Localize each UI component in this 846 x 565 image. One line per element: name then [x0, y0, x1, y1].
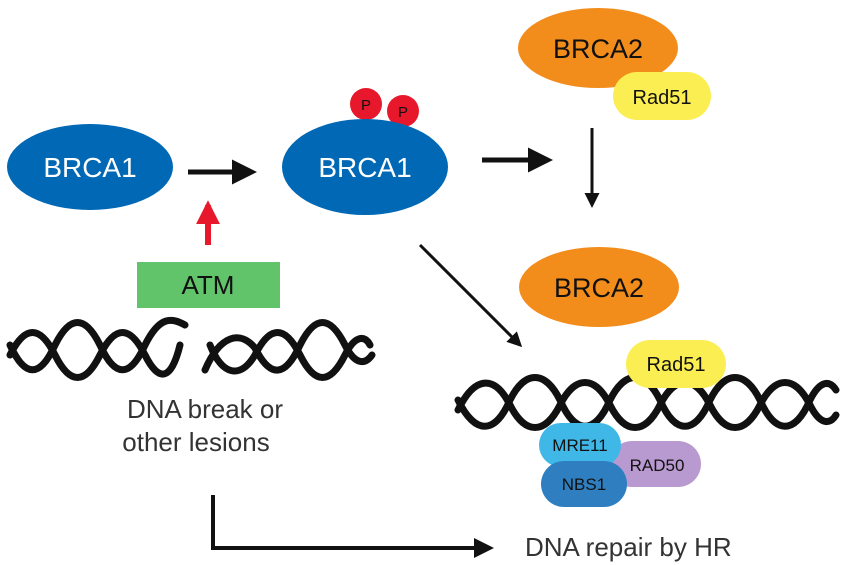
arrow-brca1-to-dna [418, 243, 523, 348]
brca1-node: BRCA1 [7, 124, 173, 210]
rad51-bottom-label: Rad51 [647, 354, 706, 376]
phospho-label-1: P [361, 97, 371, 114]
pathway-arrows [188, 128, 600, 558]
brca2-bottom-node: BRCA2 [519, 247, 679, 327]
rad51-bottom-node: Rad51 [626, 340, 726, 388]
brca2-top-label: BRCA2 [553, 34, 643, 64]
lesion-caption-line2: other lesions [122, 427, 269, 457]
brca1-label: BRCA1 [43, 152, 136, 183]
mre11-label: MRE11 [552, 436, 607, 455]
mrn-complex: RAD50 MRE11 NBS1 [539, 423, 701, 507]
arrow-dna-repair [211, 495, 494, 558]
brca1-phospho-label: BRCA1 [318, 152, 411, 183]
phospho-label-2: P [398, 104, 408, 121]
rad50-label: RAD50 [630, 456, 685, 475]
repair-dna [454, 374, 840, 431]
lesion-caption: DNA break or other lesions [122, 394, 283, 457]
nbs1-label: NBS1 [562, 475, 606, 494]
repair-caption: DNA repair by HR [525, 532, 732, 562]
lesion-caption-line1: DNA break or [127, 394, 283, 424]
phospho-brca1-node: P P BRCA1 [282, 88, 448, 215]
rad51-top-label: Rad51 [633, 87, 692, 109]
brca2-bottom-label: BRCA2 [554, 273, 644, 303]
atm-node: ATM [137, 262, 280, 308]
brca2-rad51-complex-top: BRCA2 Rad51 [518, 8, 711, 120]
broken-dna [6, 316, 376, 381]
atm-label: ATM [182, 270, 235, 300]
